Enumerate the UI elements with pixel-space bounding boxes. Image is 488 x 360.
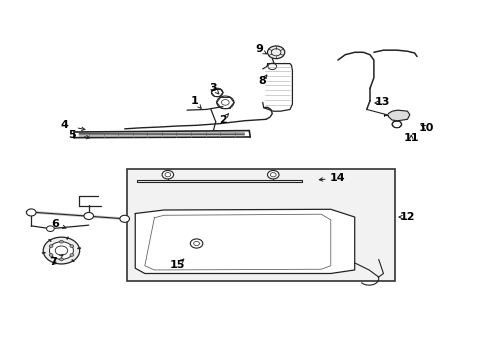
Text: 14: 14 <box>329 173 345 183</box>
Circle shape <box>46 226 54 231</box>
Circle shape <box>26 209 36 216</box>
Text: 2: 2 <box>219 115 226 125</box>
Circle shape <box>216 96 233 109</box>
Circle shape <box>43 237 80 264</box>
Circle shape <box>211 88 223 97</box>
Circle shape <box>70 245 74 248</box>
Polygon shape <box>262 64 292 111</box>
Circle shape <box>267 171 279 179</box>
Text: 3: 3 <box>209 83 217 93</box>
Text: 13: 13 <box>374 98 389 107</box>
Circle shape <box>84 212 93 220</box>
Circle shape <box>49 245 53 248</box>
Text: 7: 7 <box>49 257 57 267</box>
Circle shape <box>60 240 63 243</box>
Circle shape <box>267 63 276 69</box>
Polygon shape <box>387 110 409 121</box>
Circle shape <box>267 46 284 59</box>
Circle shape <box>49 242 73 259</box>
Circle shape <box>190 239 203 248</box>
Text: 8: 8 <box>258 76 266 86</box>
Text: 4: 4 <box>61 120 69 130</box>
Text: 15: 15 <box>169 260 185 270</box>
Text: 1: 1 <box>190 96 198 105</box>
Text: 9: 9 <box>254 45 262 54</box>
Circle shape <box>49 253 53 256</box>
Text: 6: 6 <box>51 219 59 229</box>
Circle shape <box>60 258 63 261</box>
Circle shape <box>70 253 74 256</box>
Circle shape <box>391 121 401 128</box>
Bar <box>127 170 395 280</box>
Text: 10: 10 <box>418 123 433 133</box>
Polygon shape <box>135 209 354 274</box>
Text: 11: 11 <box>403 133 418 143</box>
Text: 12: 12 <box>399 212 414 222</box>
Circle shape <box>120 215 129 222</box>
Circle shape <box>162 171 173 179</box>
Text: 5: 5 <box>68 130 76 140</box>
